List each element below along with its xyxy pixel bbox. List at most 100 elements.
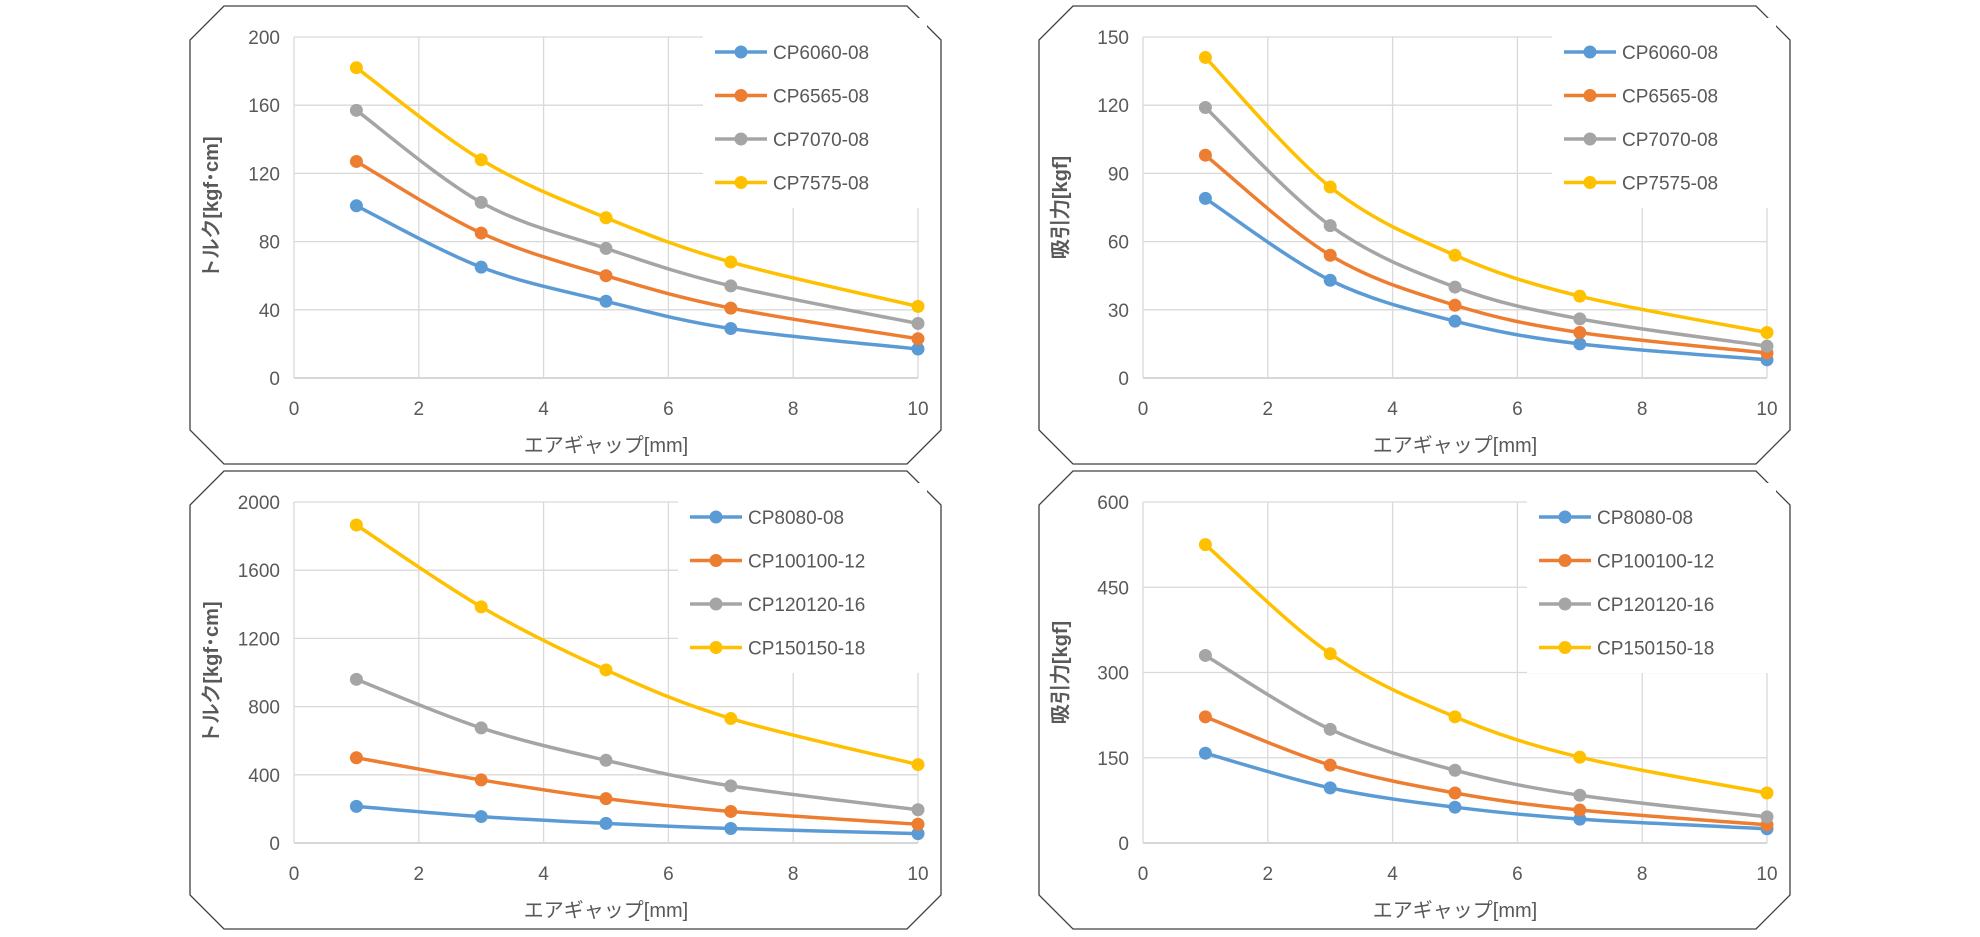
data-point: [1448, 314, 1462, 328]
x-axis-title: エアギャップ[mm]: [524, 434, 688, 457]
legend-marker: [1558, 597, 1572, 611]
data-point: [724, 712, 738, 726]
data-point: [1198, 648, 1212, 662]
data-point: [1448, 248, 1462, 262]
data-point: [349, 154, 363, 168]
data-point: [911, 332, 925, 346]
legend-marker: [709, 641, 723, 654]
legend-marker: [1558, 554, 1572, 567]
chart-panel: 0 30 60 90 120 150 0 2 4 6 8 10 エアギャップ[mm] 吸引力[kgf] CP…: [1038, 5, 1791, 465]
data-point: [1323, 647, 1337, 661]
data-point: [1448, 763, 1462, 777]
y-tick-label: 150: [1097, 749, 1129, 770]
y-axis-title: 吸引力[kgf]: [1049, 621, 1072, 724]
x-tick-label: 6: [663, 399, 674, 420]
x-tick-label: 4: [1387, 864, 1398, 885]
data-point: [911, 316, 925, 330]
data-point: [474, 810, 488, 824]
y-tick-label: 30: [1108, 301, 1129, 322]
data-point: [1448, 280, 1462, 294]
legend-label: CP100100-12: [1597, 552, 1714, 573]
data-point: [599, 816, 613, 830]
x-tick-label: 10: [1756, 864, 1777, 885]
data-point: [1323, 180, 1337, 194]
y-tick-label: 200: [248, 28, 280, 49]
x-tick-label: 2: [1263, 399, 1274, 420]
data-point: [724, 779, 738, 793]
x-axis-title: エアギャップ[mm]: [1373, 899, 1537, 922]
data-point: [1573, 289, 1587, 303]
data-point: [349, 751, 363, 765]
data-point: [724, 322, 738, 336]
data-point: [474, 721, 488, 735]
data-point: [349, 103, 363, 117]
legend-label: CP7070-08: [773, 130, 869, 151]
legend: CP8080-08 CP100100-12 CP120120-16 CP150150-…: [1527, 483, 1776, 673]
legend-label: CP7070-08: [1622, 130, 1718, 151]
x-tick-label: 10: [907, 399, 928, 420]
y-tick-label: 300: [1097, 664, 1129, 685]
data-point: [474, 195, 488, 209]
data-point: [1448, 298, 1462, 312]
y-axis-title: 吸引力[kgf]: [1049, 156, 1072, 259]
legend-marker: [734, 89, 748, 102]
data-point: [1573, 326, 1587, 340]
data-point: [1573, 312, 1587, 326]
data-point: [474, 773, 488, 787]
x-axis-title: エアギャップ[mm]: [524, 899, 688, 922]
y-tick-label: 0: [269, 834, 280, 855]
y-tick-label: 600: [1097, 493, 1129, 514]
data-point: [1573, 750, 1587, 764]
data-point: [1323, 273, 1337, 287]
legend-marker: [1583, 132, 1597, 146]
y-tick-label: 60: [1108, 233, 1129, 254]
data-point: [724, 822, 738, 836]
y-tick-label: 0: [269, 369, 280, 390]
y-tick-label: 120: [248, 164, 280, 185]
legend-marker: [1583, 45, 1597, 59]
x-tick-label: 10: [907, 864, 928, 885]
x-tick-label: 4: [538, 864, 549, 885]
x-tick-label: 8: [788, 864, 799, 885]
legend-marker: [1583, 89, 1597, 102]
data-point: [1323, 722, 1337, 736]
data-point: [1573, 337, 1587, 351]
y-tick-label: 400: [248, 766, 280, 787]
x-axis-title: エアギャップ[mm]: [1373, 434, 1537, 457]
legend: CP8080-08 CP100100-12 CP120120-16 CP150150-…: [678, 483, 927, 673]
y-tick-label: 0: [1118, 834, 1129, 855]
y-tick-label: 450: [1097, 578, 1129, 599]
data-point: [474, 153, 488, 167]
legend-marker: [709, 510, 723, 524]
data-point: [1573, 803, 1587, 817]
legend-marker: [734, 176, 748, 189]
x-tick-label: 6: [1512, 399, 1523, 420]
x-tick-label: 8: [1637, 864, 1648, 885]
data-point: [911, 803, 925, 817]
data-point: [911, 827, 925, 841]
y-tick-label: 40: [259, 301, 280, 322]
data-point: [349, 799, 363, 813]
y-tick-label: 2000: [238, 493, 280, 514]
data-point: [911, 758, 925, 772]
data-point: [724, 255, 738, 269]
legend-label: CP8080-08: [748, 508, 844, 529]
legend-marker: [709, 554, 723, 567]
data-point: [474, 226, 488, 240]
data-point: [474, 600, 488, 614]
data-point: [1760, 786, 1774, 800]
legend-label: CP6060-08: [1622, 43, 1718, 64]
data-point: [349, 672, 363, 686]
x-tick-label: 4: [1387, 399, 1398, 420]
data-point: [1760, 326, 1774, 340]
data-point: [599, 269, 613, 283]
data-point: [1198, 746, 1212, 760]
data-point: [599, 753, 613, 767]
legend-label: CP7575-08: [1622, 174, 1718, 195]
y-tick-label: 1200: [238, 629, 280, 650]
legend-marker: [1558, 510, 1572, 524]
y-tick-label: 90: [1108, 164, 1129, 185]
x-tick-label: 4: [538, 399, 549, 420]
data-point: [724, 804, 738, 818]
